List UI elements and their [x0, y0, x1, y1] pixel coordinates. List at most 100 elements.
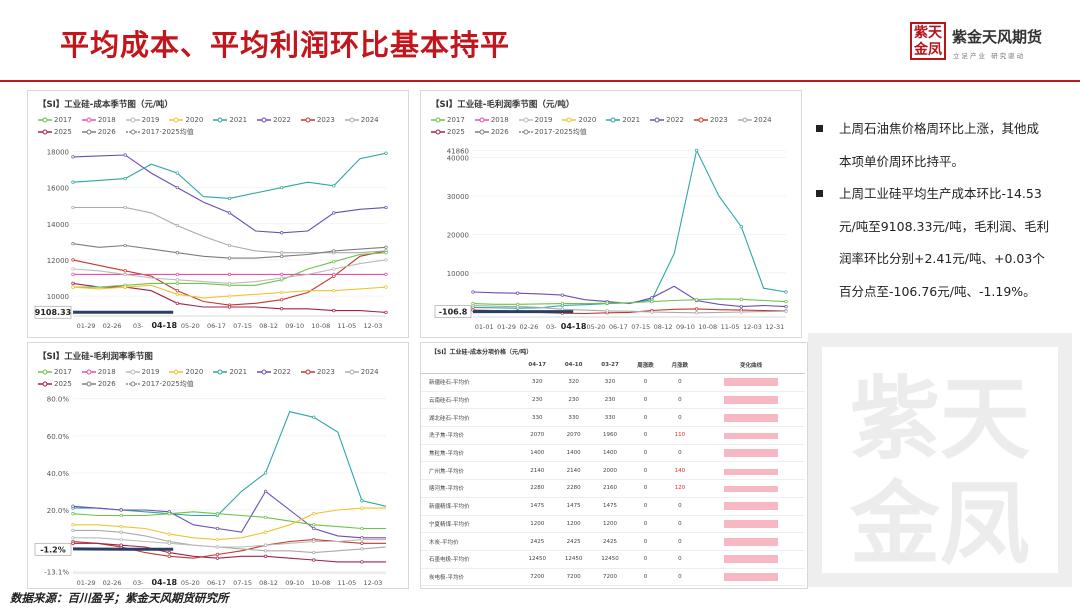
legend-item[interactable]: 2025 [38, 378, 72, 390]
series-point-2021 [175, 171, 179, 175]
chart-cost: 18000 16000 14000 12000 10000 01-29 02-26 03- 04… [34, 148, 388, 330]
legend-item[interactable]: 2024 [737, 114, 772, 126]
table-cell: 12450 [519, 550, 556, 569]
table-cell: 广州焦-平均价 [421, 461, 519, 481]
series-point-2023 [280, 298, 284, 302]
legend-item[interactable]: 2025 [38, 126, 72, 138]
sparkline-cell [697, 444, 805, 463]
legend-item[interactable]: 2018 [81, 366, 116, 378]
series-point-2021 [694, 148, 699, 153]
legend-item[interactable]: 2021 [213, 366, 247, 378]
series-point-2024 [360, 547, 364, 551]
legend-item[interactable]: 2026 [81, 126, 116, 138]
sparkline [724, 555, 779, 564]
legend-item[interactable]: 2017-2025均值 [125, 378, 194, 390]
legend-item[interactable]: 2022 [650, 114, 684, 126]
legend-item[interactable]: 2023 [300, 366, 335, 378]
legend-item[interactable]: 2024 [344, 114, 379, 126]
table-cell: 2280 [519, 479, 556, 498]
series-point-2020 [71, 523, 75, 527]
table-cell: 320 [591, 373, 629, 392]
series-line-2022 [72, 154, 387, 234]
table-cell: 120 [662, 479, 698, 498]
series-point-2019 [312, 539, 316, 544]
table-row: 新疆精煤-平均价 1475 1475 1475 0 0 [421, 497, 805, 516]
legend-item[interactable]: 2017-2025均值 [518, 126, 587, 138]
legend-item[interactable]: 2025 [431, 126, 465, 138]
series-point-2020 [332, 289, 336, 293]
table-cell: 0 [628, 532, 663, 551]
series-point-2024 [694, 311, 699, 315]
table-cell: 2425 [591, 532, 629, 551]
current-value-box [34, 542, 72, 556]
legend-item[interactable]: 2022 [257, 366, 291, 378]
series-point-2019 [263, 543, 268, 547]
legend-item[interactable]: 2026 [81, 378, 116, 390]
series-line-2017 [472, 298, 787, 305]
legend-item[interactable]: 2026 [474, 126, 509, 138]
table-row: 炭电极-平均价 7200 7200 7200 0 0 [421, 568, 805, 587]
legend-item[interactable]: 2018 [81, 114, 116, 126]
legend-item[interactable]: 2020 [562, 114, 596, 126]
series-point-2020 [123, 285, 127, 289]
series-point-2019 [360, 537, 364, 542]
series-point-2019 [332, 267, 336, 271]
table-cell: 7200 [591, 568, 629, 587]
series-point-2024 [71, 205, 75, 210]
legend-item[interactable]: 2017 [431, 114, 465, 126]
series-point-2022 [739, 304, 743, 309]
legend-item[interactable]: 2019 [518, 114, 552, 126]
table-cell: 新疆精煤-平均价 [421, 497, 519, 516]
table-cell: 炭电极-平均价 [421, 568, 519, 587]
x-tick-label: 01-29 [77, 579, 96, 587]
y-tick-label: 60.0% [47, 433, 70, 441]
legend-item[interactable]: 2023 [693, 114, 728, 126]
series-point-2017 [605, 301, 609, 305]
series-point-2020 [360, 506, 364, 510]
x-tick-label: 12-31 [765, 323, 784, 331]
series-point-2022 [280, 231, 284, 235]
legend-item[interactable]: 2017 [38, 366, 72, 378]
table-cell: 230 [519, 391, 556, 410]
chart-margin-legend: 2017 2018 2019 2020 2021 2022 2023 2024 2025 2026… [38, 366, 418, 390]
legend-item[interactable]: 2020 [169, 114, 203, 126]
table-cell: 湖北硅石-平均价 [421, 408, 519, 428]
series-point-2018 [175, 272, 179, 277]
x-tick-label: 10-08 [698, 323, 717, 331]
legend-item[interactable]: 2018 [474, 114, 509, 126]
legend-item[interactable]: 2017-2025均值 [125, 126, 194, 138]
x-tick-label: 06-17 [609, 323, 628, 331]
table-row: 喀河焦-平均价 2280 2280 2160 0 120 [421, 479, 805, 498]
x-tick-label: 04-18 [561, 322, 587, 331]
table-cell: 0 [628, 497, 663, 516]
legend-item[interactable]: 2021 [606, 114, 640, 126]
legend-item[interactable]: 2021 [213, 114, 247, 126]
legend-item[interactable]: 2023 [300, 114, 335, 126]
y-tick-label: 40000 [447, 155, 469, 163]
legend-item[interactable]: 2024 [344, 366, 379, 378]
table-cell: 0 [628, 391, 663, 410]
series-point-2020 [215, 537, 220, 542]
series-line-2022 [72, 490, 386, 539]
series-point-2024 [227, 243, 232, 248]
series-point-2024 [650, 310, 654, 314]
table-cell: 0 [628, 585, 663, 588]
legend-item[interactable]: 2017 [38, 114, 72, 126]
series-point-2020 [167, 532, 171, 536]
legend-item[interactable]: 2019 [125, 114, 159, 126]
series-point-2019 [71, 536, 75, 540]
series-point-2018 [227, 272, 232, 277]
series-point-2022 [332, 211, 336, 215]
series-point-2026 [71, 242, 75, 246]
x-tick-label: 03- [133, 322, 144, 330]
sparkline [724, 486, 779, 493]
table-cell: 140 [662, 461, 698, 481]
series-point-2017 [119, 513, 123, 518]
table-cell: 0 [662, 532, 698, 551]
x-tick-label: 04-18 [151, 578, 177, 587]
legend-item[interactable]: 2022 [257, 114, 291, 126]
svg-text:金凤: 金凤 [849, 472, 1030, 577]
legend-item[interactable]: 2019 [125, 366, 159, 378]
legend-item[interactable]: 2020 [169, 366, 203, 378]
series-point-2022 [263, 489, 268, 494]
